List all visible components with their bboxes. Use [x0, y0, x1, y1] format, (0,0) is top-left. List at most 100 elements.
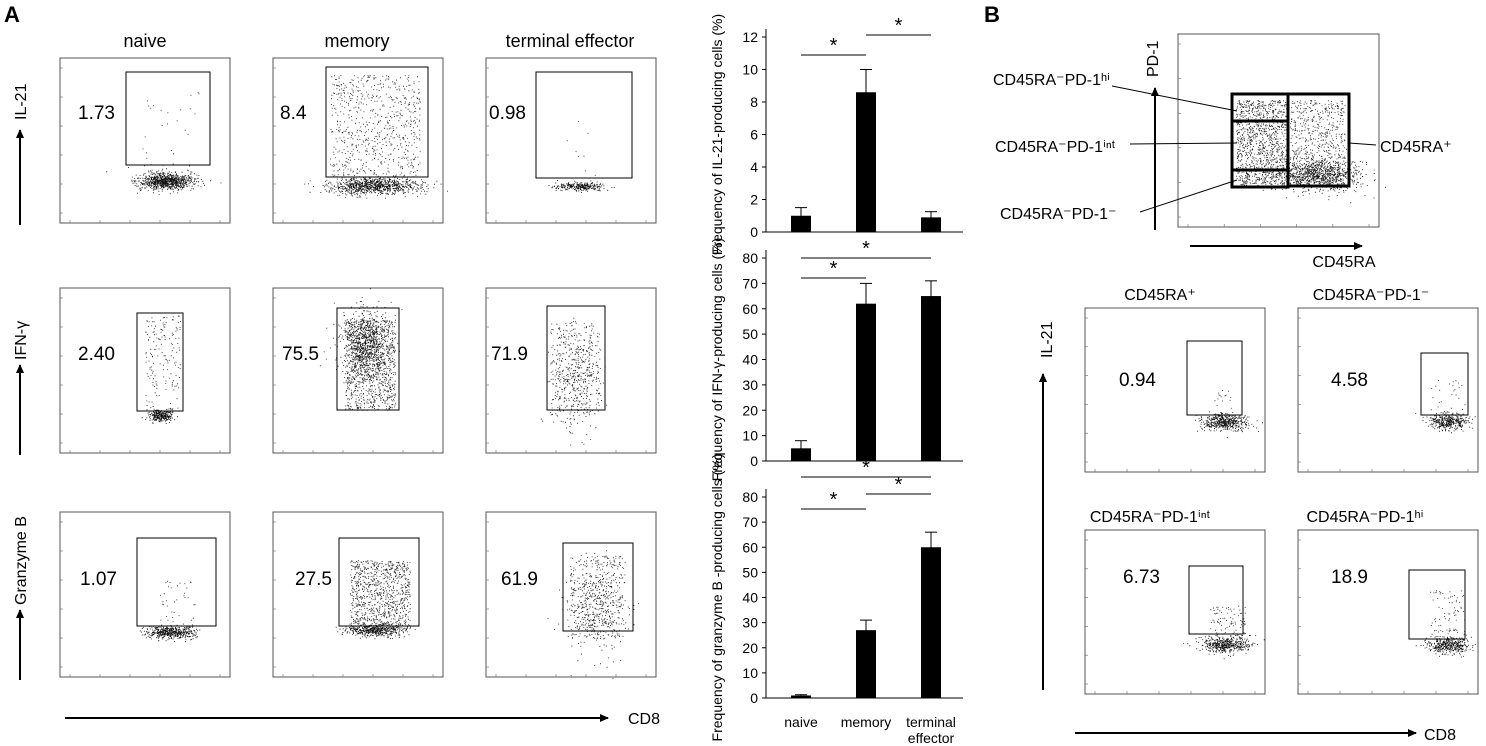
- gate: [562, 542, 634, 632]
- panel-b-label: B: [984, 2, 1000, 27]
- bar-y-tick-label: 50: [742, 564, 758, 580]
- bar-y-label: Frequency of IL-21-producing cells (%): [709, 14, 725, 255]
- gate-value: 6.73: [1123, 567, 1160, 588]
- flow-axis-ticks: [273, 297, 434, 453]
- flow-plot-frame: [1297, 307, 1479, 473]
- gate-value: 2.40: [78, 344, 115, 365]
- gate: [1420, 352, 1469, 416]
- x-label-cd8: CD8: [1424, 727, 1456, 744]
- dot-cloud-points: [1415, 411, 1476, 434]
- flow-dot-clouds-b: [1183, 380, 1476, 660]
- bar-y-tick-label: 30: [742, 377, 758, 393]
- bar-y-tick-label: 40: [742, 352, 758, 368]
- bar-charts: 0 2 4 6 8 10 12 Frequency of IL-21-producing ce…: [709, 14, 963, 742]
- bar-y-tick-label: 8: [750, 94, 758, 110]
- bar-y-tick-label: 70: [742, 514, 758, 530]
- bar-y-tick-label: 4: [750, 159, 758, 175]
- flow-plot-frame: [485, 511, 657, 678]
- bar-y-tick-label: 0: [750, 453, 758, 469]
- subplot-title: CD45RA⁻PD-1ʰⁱ: [1306, 509, 1423, 526]
- dot-scatter-points: [570, 555, 626, 639]
- flow-axis-ticks: [486, 521, 647, 677]
- flow-plot-frame: [272, 57, 444, 224]
- x-axis-label-cd8: CD8: [628, 711, 660, 728]
- flow-plot-frame: [1084, 529, 1266, 695]
- significance-star: *: [862, 457, 870, 479]
- row-label-il21: IL-21: [13, 83, 30, 120]
- gate-cd45ra-pos: [1286, 92, 1351, 188]
- bar-y-label: Frequency of granzyme B -producing cells…: [709, 454, 725, 742]
- dot-scatter-points: [160, 580, 196, 629]
- bar-y-tick-label: 60: [742, 301, 758, 317]
- dot-cloud: [141, 406, 178, 424]
- bar-y-tick-label: 6: [750, 127, 758, 143]
- bar-category-terminal: terminal: [906, 714, 956, 730]
- flow-plot-frame: [59, 287, 231, 454]
- dot-cloud-points: [541, 317, 607, 446]
- dot-scatter-points: [550, 321, 601, 416]
- dot-scatter-points: [566, 121, 596, 176]
- dot-cloud-points: [139, 623, 201, 643]
- bar-y-tick-label: 20: [742, 640, 758, 656]
- flow-plot-frame: [485, 287, 657, 454]
- gate-value: 1.07: [80, 569, 117, 590]
- flow-axis-ticks: [1178, 43, 1370, 227]
- subplot-title: CD45RA⁺: [1124, 287, 1196, 304]
- gating-plot-frame: [1177, 33, 1380, 228]
- flow-axis-ticks: [273, 521, 434, 677]
- dot-cloud-points: [141, 406, 178, 424]
- dot-cloud: [547, 550, 639, 680]
- dot-cloud: [139, 623, 201, 643]
- flow-plot-frame: [1084, 307, 1266, 473]
- bar-y-label: Frequency of IFN-γ-producing cells (%): [709, 238, 725, 482]
- bar: [856, 92, 876, 232]
- y-label-il21: IL-21: [1039, 321, 1056, 358]
- bar-y-tick-label: 10: [742, 665, 758, 681]
- gate: [1188, 565, 1244, 635]
- flow-axis-ticks: [60, 521, 221, 677]
- pop-label-pd1-neg: CD45RA⁻PD-1⁻: [1000, 206, 1116, 223]
- gate-value: 8.4: [280, 103, 307, 124]
- bar-y-tick-label: 10: [742, 428, 758, 444]
- pop-pointer: [1348, 142, 1377, 146]
- subplot-title: CD45RA⁻PD-1⁻: [1313, 287, 1429, 304]
- bar-category-naive: naive: [784, 714, 818, 730]
- dot-cloud: [1415, 631, 1476, 658]
- dot-scatter-points: [330, 75, 421, 181]
- gate: [136, 312, 184, 412]
- dot-cloud: [1195, 411, 1263, 439]
- bar-y-tick-label: 40: [742, 590, 758, 606]
- flow-plot-frame: [1297, 529, 1479, 695]
- dot-scatter-points: [142, 92, 200, 175]
- flow-plot-frame: [272, 287, 444, 454]
- flow-plot-frame: [485, 57, 657, 224]
- bar-y-tick-label: 50: [742, 326, 758, 342]
- dot-scatter-points: [145, 315, 181, 411]
- panel-a-label: A: [4, 2, 20, 27]
- bar-category-effector: effector: [908, 730, 955, 746]
- flow-axis-ticks: [1085, 539, 1256, 694]
- dot-cloud-points: [548, 180, 615, 193]
- dot-cloud-points: [106, 164, 222, 196]
- dot-cloud: [1244, 148, 1386, 204]
- column-title-memory: memory: [324, 31, 389, 51]
- bar: [856, 630, 876, 698]
- flow-axis-ticks: [1298, 317, 1469, 472]
- bar-category-memory: memory: [841, 714, 892, 730]
- dot-cloud: [106, 164, 222, 196]
- flow-axis-ticks: [486, 67, 647, 223]
- subplot-title: CD45RA⁻PD-1ⁱⁿᵗ: [1090, 509, 1211, 526]
- pop-pointer: [1111, 85, 1238, 112]
- flow-plot-frame: [272, 511, 444, 678]
- dot-cloud: [548, 180, 615, 193]
- bar-y-tick-label: 12: [742, 29, 758, 45]
- dot-scatter-points: [1236, 100, 1287, 186]
- flow-axis-ticks: [1085, 317, 1256, 472]
- dot-cloud: [335, 617, 416, 640]
- pop-pointer: [1129, 142, 1238, 145]
- bar: [921, 217, 941, 232]
- gate: [1186, 340, 1243, 416]
- panel-b: PD-1 CD45RA CD45RA⁻PD-1ʰⁱ CD45RA⁻PD-1ⁱⁿᵗ…: [993, 33, 1479, 744]
- bar: [921, 296, 941, 461]
